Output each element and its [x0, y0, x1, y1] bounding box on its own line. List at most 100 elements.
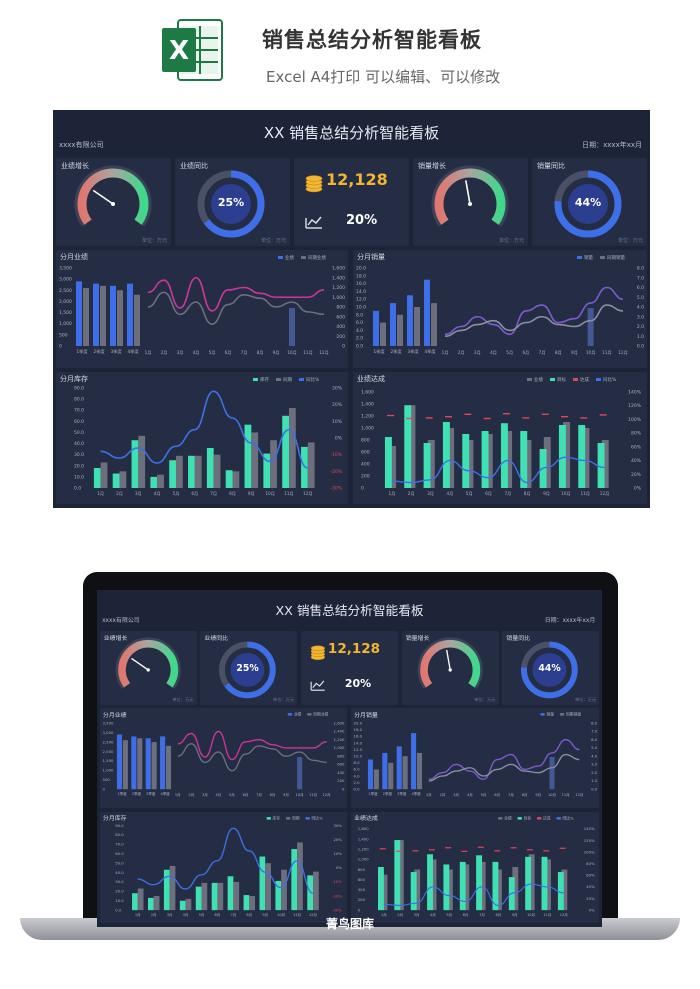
x-tick: 7月	[256, 792, 262, 797]
y2-tick: 1.0	[637, 334, 644, 340]
y2-tick: 0%	[335, 865, 341, 870]
chart-title: 分月库存	[60, 375, 88, 383]
bar	[416, 753, 422, 790]
y-tick: 2,000	[102, 749, 113, 754]
achieve-marker	[543, 849, 549, 852]
perf-bar	[541, 856, 548, 910]
x-tick: 6月	[191, 491, 198, 497]
perf-bar	[520, 431, 528, 488]
kpi-card: 销量增长 单位：万元	[401, 630, 499, 706]
bar	[153, 895, 159, 910]
perf-chart: 0 500 1,000 1,500 2,000 2,500 3,000 3,500 1季度 2季度…	[59, 254, 345, 356]
bar	[380, 322, 386, 346]
y-tick: 16.0	[356, 281, 366, 287]
kpi-unit: 单位：万元	[498, 238, 524, 244]
bar	[390, 303, 396, 346]
kpi-unit: 单位：万元	[574, 697, 597, 703]
bar	[402, 756, 408, 790]
achieve-marker	[503, 413, 510, 415]
ring-progress	[521, 641, 578, 698]
y2-tick: 140%	[584, 826, 595, 831]
x-tick: 3季度	[397, 792, 407, 797]
legend-item: 达成	[580, 376, 589, 383]
bar	[122, 740, 128, 790]
x-tick: 10月	[265, 491, 275, 497]
legend-item: 同期	[283, 377, 292, 383]
chart-panel: 分月库存 0.0 10.0 20.0 30.0 40.0 50.0 60.0 70.0 80.0 9…	[99, 811, 347, 924]
bar	[100, 462, 108, 488]
y-tick: 70.0	[74, 408, 84, 414]
x-tick: 7月	[479, 912, 485, 917]
x-tick: 1季度	[373, 348, 385, 355]
bar	[263, 453, 271, 488]
y-tick: 1,000	[358, 856, 369, 861]
ring-chart	[219, 641, 276, 698]
ring-percentage: 25%	[236, 662, 259, 674]
y2-tick: 40%	[631, 458, 642, 464]
x-tick: 9月	[248, 491, 255, 497]
total-amount: 12,128	[327, 640, 381, 657]
y-tick: 1,200	[358, 846, 369, 851]
y-tick: 10.0	[74, 474, 84, 480]
legend-item: 同比%	[562, 815, 574, 820]
y-tick: 14.0	[356, 289, 366, 295]
y2-tick: -10%	[332, 879, 342, 884]
y-tick: 1,000	[59, 321, 72, 327]
bar	[248, 895, 255, 910]
bar	[225, 470, 233, 488]
y-tick: 60.0	[115, 851, 124, 856]
growth-percentage: 20%	[344, 677, 372, 691]
yoy-line	[137, 827, 313, 894]
series-line	[444, 286, 624, 336]
y2-tick: 3.0	[637, 314, 644, 320]
bar	[117, 290, 123, 346]
x-tick: 1月	[174, 792, 180, 797]
kpi-card: 12,128 20%	[300, 630, 399, 706]
x-tick: 8月	[246, 912, 252, 917]
y-tick: 0.0	[115, 907, 122, 912]
bar	[216, 882, 223, 910]
target-bar	[485, 434, 493, 488]
y-tick: 0	[102, 787, 105, 792]
y-tick: 600	[358, 877, 366, 882]
y2-tick: -20%	[332, 893, 342, 898]
x-tick: 2月	[458, 350, 465, 356]
y-tick: 1,000	[361, 426, 374, 432]
x-tick: 4季度	[424, 348, 436, 355]
y2-tick: 400	[337, 770, 345, 775]
y2-tick: 1,600	[332, 266, 345, 272]
x-tick: 4月	[467, 792, 473, 797]
y2-tick: 8.0	[637, 266, 644, 272]
kpi-title: 业绩增长	[61, 162, 89, 170]
bar	[290, 848, 297, 910]
bar	[130, 736, 136, 790]
x-tick: 3月	[427, 491, 434, 497]
kpi-card: 销量同比 单位：万元 44%	[532, 158, 647, 246]
kpi-unit: 单位：万元	[272, 697, 295, 703]
achieve-marker	[444, 846, 451, 848]
target-bar	[561, 869, 568, 910]
y-tick: 18.0	[356, 273, 366, 279]
x-tick: 12月	[303, 491, 313, 497]
gauge-chart	[74, 165, 152, 227]
bar	[251, 432, 259, 488]
ring-chart	[554, 170, 622, 238]
legend-item: 销量	[546, 712, 554, 717]
page-subtitle: Excel A4打印 可以编辑、可以修改	[266, 68, 501, 86]
bar	[264, 862, 271, 910]
y-tick: 3,000	[59, 277, 72, 283]
y-tick: 0.0	[74, 486, 81, 492]
achieve-marker	[526, 848, 533, 851]
legend-item: 同期业绩	[308, 254, 326, 261]
achieve-marker	[561, 416, 568, 418]
y-tick: 90.0	[74, 386, 84, 392]
x-tick: 8月	[229, 491, 236, 497]
bar	[213, 454, 221, 488]
target-bar	[381, 874, 388, 910]
kpi-unit: 单位：万元	[617, 238, 643, 244]
y2-tick: 100%	[584, 849, 595, 854]
x-tick: 9月	[273, 350, 280, 356]
perf-bar	[524, 856, 531, 910]
perf-bar	[462, 434, 470, 488]
bar	[100, 285, 106, 346]
